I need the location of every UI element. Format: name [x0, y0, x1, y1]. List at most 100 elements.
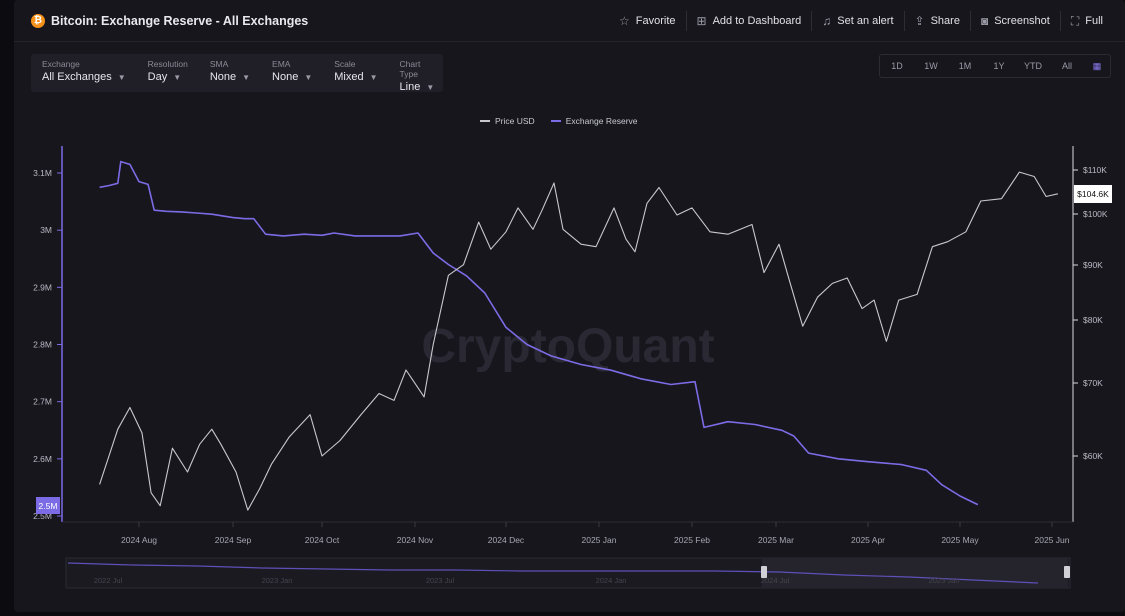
star-icon: ☆: [619, 14, 630, 28]
chart-type-select-label: Chart Type: [399, 59, 421, 79]
fullscreen-button[interactable]: ⛶ Full: [1059, 11, 1113, 31]
chevron-down-icon: ▼: [242, 73, 251, 82]
navigator-series-line: [67, 562, 1039, 584]
x-tick-label: 2025 Feb: [674, 535, 710, 545]
series-lines: 2.5M $104.6K: [36, 160, 1112, 514]
right-tick-label: $90K: [1083, 260, 1103, 270]
chart-controls: Exchange All Exchanges ▼ Resolution Day ▼ SM…: [31, 54, 446, 93]
right-tick-label: $60K: [1083, 451, 1103, 461]
legend-label-reserve: Exchange Reserve: [565, 116, 638, 126]
sma-select[interactable]: SMA None ▼: [199, 54, 261, 92]
range-ytd-button[interactable]: YTD: [1024, 61, 1042, 71]
right-tick-label: $80K: [1083, 315, 1103, 325]
chart-type-select[interactable]: Chart Type Line ▼: [389, 54, 446, 93]
axis-ticks: 3.1M 3M 2.9M 2.8M 2.7M 2.6M 2.5M $110K $100K $90K…: [33, 146, 1108, 545]
left-tick-label: 2.8M: [33, 340, 52, 350]
exchange-reserve-line: [99, 160, 979, 506]
navigator-handle-right: [1064, 566, 1070, 578]
legend-swatch-price: [480, 120, 490, 122]
resolution-select-label: Resolution: [147, 59, 188, 69]
screenshot-label: Screenshot: [994, 15, 1050, 27]
ema-select[interactable]: EMA None ▼: [261, 54, 323, 92]
x-tick-label: 2024 Dec: [488, 535, 525, 545]
x-tick-label: 2025 Mar: [758, 535, 794, 545]
left-tick-label: 2.5M: [33, 511, 52, 521]
navigator-handle-left: [761, 566, 767, 578]
fullscreen-icon: ⛶: [1070, 13, 1080, 28]
price-usd-line: [99, 171, 1059, 511]
chevron-down-icon: ▼: [117, 73, 126, 82]
left-tick-label: 2.9M: [33, 282, 52, 292]
range-all-button[interactable]: All: [1061, 61, 1072, 71]
right-tick-label: $100K: [1083, 209, 1108, 219]
chart-title: Bitcoin: Exchange Reserve - All Exchange…: [51, 13, 309, 28]
x-tick-label: 2024 Nov: [397, 535, 434, 545]
watermark: CryptoQuant: [421, 320, 714, 373]
share-label: Share: [930, 15, 960, 27]
dashboard-add-icon: ⊞: [696, 14, 707, 28]
scale-select-value: Mixed: [334, 71, 364, 83]
left-value-marker: 2.5M: [39, 501, 58, 511]
camera-icon: ◙: [980, 14, 989, 28]
favorite-button[interactable]: ☆ Favorite: [609, 11, 686, 31]
range-selector: 1D 1W 1M 1Y YTD All ▦: [879, 54, 1111, 78]
title-wrap: ₿ Bitcoin: Exchange Reserve - All Exchan…: [31, 13, 309, 28]
right-value-marker-bg: [1074, 185, 1112, 203]
x-tick-label: 2024 Sep: [215, 535, 252, 545]
ema-select-value: None: [272, 71, 299, 83]
bitcoin-icon: ₿: [31, 13, 45, 28]
chevron-down-icon: ▼: [304, 73, 313, 82]
left-tick-label: 3M: [40, 225, 52, 235]
add-to-dashboard-label: Add to Dashboard: [712, 15, 802, 27]
chevron-down-icon: ▼: [426, 83, 435, 92]
chart-header: ₿ Bitcoin: Exchange Reserve - All Exchan…: [14, 0, 1125, 42]
x-tick-label: 2025 Apr: [851, 535, 885, 545]
add-to-dashboard-button[interactable]: ⊞ Add to Dashboard: [685, 11, 812, 31]
range-1d-button[interactable]: 1D: [891, 61, 903, 71]
range-1y-button[interactable]: 1Y: [993, 61, 1005, 71]
navigator-tick-label: 2025 Jan: [929, 576, 960, 585]
legend-item-reserve[interactable]: Exchange Reserve: [550, 116, 638, 126]
chart-panel: ₿ Bitcoin: Exchange Reserve - All Exchan…: [14, 0, 1125, 612]
exchange-select-label: Exchange: [42, 59, 80, 69]
share-icon: ⇪: [914, 14, 925, 28]
set-alert-label: Set an alert: [837, 15, 894, 27]
sma-select-label: SMA: [209, 59, 229, 69]
left-tick-label: 2.6M: [33, 454, 52, 464]
resolution-select-value: Day: [147, 71, 168, 83]
share-button[interactable]: ⇪ Share: [903, 11, 970, 31]
exchange-select-value: All Exchanges: [42, 71, 112, 83]
resolution-select[interactable]: Resolution Day ▼: [137, 54, 199, 92]
fullscreen-label: Full: [1085, 15, 1103, 27]
legend-item-price[interactable]: Price USD: [480, 116, 535, 126]
navigator-tick-label: 2022 Jul: [94, 576, 123, 585]
scale-select[interactable]: Scale Mixed ▼: [323, 54, 388, 92]
x-tick-label: 2025 May: [941, 535, 979, 545]
set-alert-button[interactable]: ♫ Set an alert: [811, 11, 903, 31]
chevron-down-icon: ▼: [173, 73, 182, 82]
chart-type-select-value: Line: [399, 81, 421, 93]
range-1m-button[interactable]: 1M: [958, 61, 972, 71]
bell-icon: ♫: [822, 14, 832, 28]
header-actions: ☆ Favorite ⊞ Add to Dashboard ♫ Set an aler…: [609, 0, 1113, 42]
right-tick-label: $110K: [1083, 165, 1107, 175]
left-tick-label: 2.7M: [33, 397, 52, 407]
sma-select-value: None: [209, 71, 237, 83]
navigator[interactable]: 2022 Jul 2023 Jan 2023 Jul 2024 Jan 2024 Jul…: [65, 557, 1071, 589]
ema-select-label: EMA: [272, 59, 291, 69]
left-tick-label: 3.1M: [33, 168, 52, 178]
x-tick-label: 2025 Jan: [582, 535, 617, 545]
right-value-marker: $104.6K: [1077, 189, 1109, 199]
navigator-tick-label: 2024 Jul: [761, 576, 790, 585]
x-tick-label: 2024 Oct: [305, 535, 340, 545]
legend-label-price: Price USD: [495, 116, 535, 126]
range-1w-button[interactable]: 1W: [924, 61, 938, 71]
chevron-down-icon: ▼: [369, 73, 378, 82]
screenshot-button[interactable]: ◙ Screenshot: [969, 11, 1060, 31]
favorite-label: Favorite: [635, 15, 676, 27]
calendar-icon[interactable]: ▦: [1092, 61, 1102, 71]
navigator-tick-label: 2023 Jan: [262, 576, 293, 585]
exchange-select[interactable]: Exchange All Exchanges ▼: [31, 54, 137, 92]
right-tick-label: $70K: [1083, 378, 1103, 388]
